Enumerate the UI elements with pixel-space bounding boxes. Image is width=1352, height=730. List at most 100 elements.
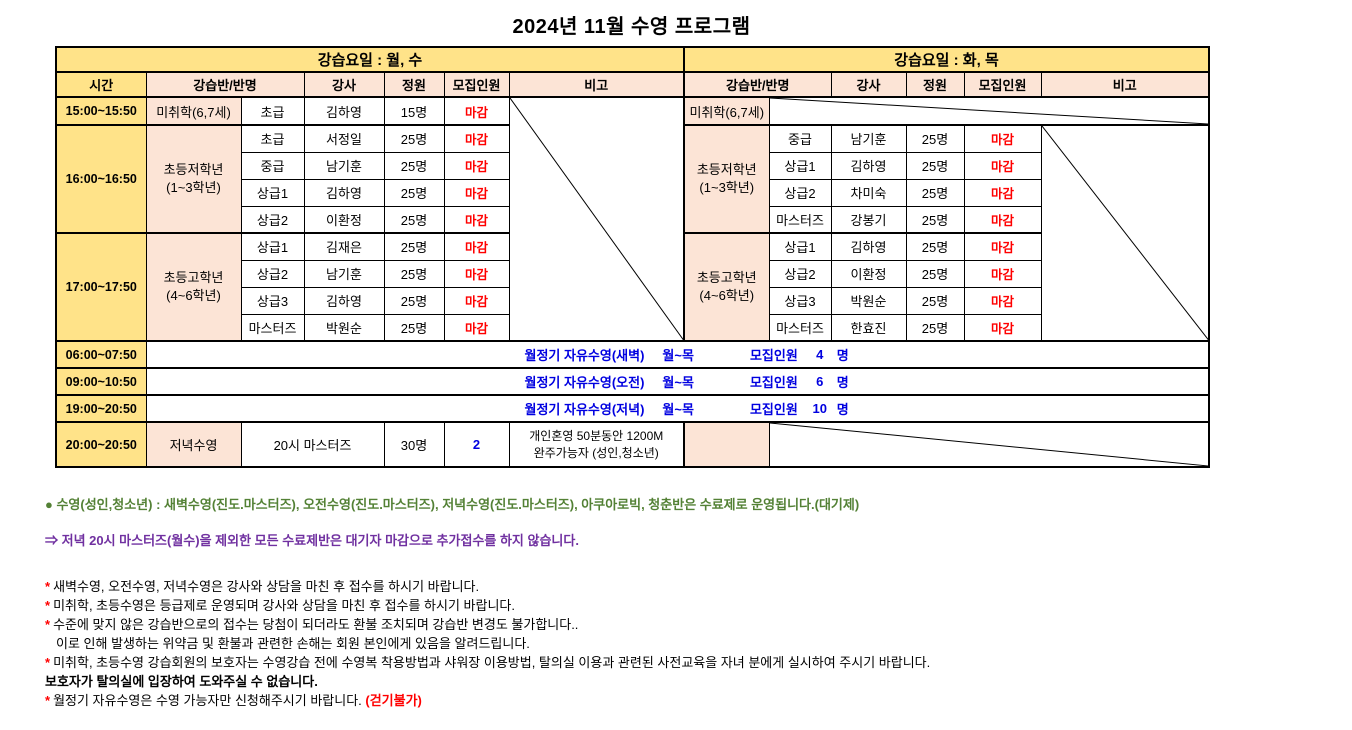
instructor-cell: 남기훈 [830, 124, 907, 153]
free-swim-cell: 월정기 자유수영(저녁) 월~목 모집인원 10 명 [145, 394, 1210, 423]
recruit-status-cell: 마감 [443, 205, 510, 234]
asterisk: * [45, 598, 51, 613]
page-title: 2024년 11월 수영 프로그램 [512, 16, 751, 38]
note-text: 이로 인해 발생하는 위약금 및 환불과 관련한 손해는 회원 본인에게 있음을… [56, 636, 530, 651]
level-cell: 상급1 [768, 151, 832, 180]
table-row: 중급 남기훈 25명 마감 상급1 김하영 25명 마감 [56, 151, 1209, 180]
instructor-cell: 김하영 [830, 151, 907, 180]
diagonal-line-icon [770, 423, 1209, 466]
diagonal-line-icon [770, 98, 1209, 124]
instructor-cell: 박원순 [303, 313, 385, 342]
note-text: 보호자가 탈의실에 입장하여 도와주실 수 없습니다. [45, 674, 318, 689]
group-cell: 초등고학년 (4~6학년) [145, 232, 242, 342]
col-note-right: 비고 [1040, 71, 1210, 98]
level-cell: 중급 [768, 124, 832, 153]
col-capacity-right: 정원 [905, 71, 965, 98]
table-row: 마스터즈 박원순 25명 마감 마스터즈 한효진 25명 마감 [56, 313, 1209, 342]
note-cell: 개인혼영 50분동안 1200M 완주가능자 (성인,청소년) [508, 421, 685, 468]
free-swim-label: 월정기 자유수영(새벽) [524, 348, 645, 363]
note-text: 미취학, 초등수영은 등급제로 운영되며 강사와 상담을 마친 후 접수를 하시… [53, 598, 516, 613]
capacity-cell: 25명 [905, 313, 965, 342]
note-line: 이로 인해 발생하는 위약금 및 환불과 관련한 손해는 회원 본인에게 있음을… [45, 634, 1352, 653]
level-cell: 상급3 [768, 286, 832, 315]
capacity-cell: 25명 [383, 286, 445, 315]
note-line: * 수준에 맞지 않은 강습반으로의 접수는 당첨이 되더라도 환불 조치되며 강… [45, 615, 1352, 634]
note-line: * 미취학, 초등수영은 등급제로 운영되며 강사와 상담을 마친 후 접수를 하… [45, 596, 1352, 615]
free-swim-count: 10 [812, 401, 828, 416]
free-swim-days: 월~목 [662, 402, 694, 417]
instructor-cell: 김하영 [830, 232, 907, 261]
capacity-cell: 25명 [905, 178, 965, 207]
section-header-row: 강습요일 : 월, 수 강습요일 : 화, 목 [55, 46, 1210, 73]
recruit-status-cell: 마감 [443, 313, 510, 342]
free-swim-cell: 월정기 자유수영(오전) 월~목 모집인원 6 명 [145, 367, 1210, 396]
free-swim-recruit-label: 모집인원 [749, 402, 798, 417]
instructor-cell: 강봉기 [830, 205, 907, 234]
instructor-cell: 서정일 [303, 124, 385, 153]
instructor-cell: 남기훈 [303, 259, 385, 288]
capacity-cell: 25명 [383, 205, 445, 234]
level-cell: 상급2 [768, 178, 832, 207]
asterisk: * [45, 617, 51, 632]
preschool-row: 15:00~15:50 미취학(6,7세) 초급 김하영 15명 마감 미취학(… [55, 96, 1210, 342]
instructor-cell: 김재은 [303, 232, 385, 261]
free-swim-days: 월~목 [662, 375, 694, 390]
table-row: 상급3 김하영 25명 마감 상급3 박원순 25명 마감 [56, 286, 1209, 315]
note-line: * 새벽수영, 오전수영, 저녁수영은 강사와 상담을 마친 후 접수를 하시기 … [45, 577, 1352, 596]
col-capacity-left: 정원 [383, 71, 445, 98]
recruit-status-cell: 마감 [443, 151, 510, 180]
free-swim-unit: 명 [836, 402, 849, 417]
capacity-cell: 25명 [905, 286, 965, 315]
right-note-strike-cell [1040, 124, 1210, 342]
instructor-cell: 이환정 [830, 259, 907, 288]
level-cell: 상급3 [240, 286, 305, 315]
note-text: 미취학, 초등수영 강습회원의 보호자는 수영강습 전에 수영복 착용방법과 샤… [53, 655, 931, 670]
group-cell: 초등저학년 (1~3학년) [145, 124, 242, 234]
col-instructor-left: 강사 [303, 71, 385, 98]
recruit-status-cell: 마감 [963, 205, 1042, 234]
recruit-status-cell: 마감 [443, 96, 510, 126]
notes-section: ● 수영(성인,청소년) : 새벽수영(진도.마스터즈), 오전수영(진도.마스… [45, 494, 1352, 710]
col-recruit-right: 모집인원 [963, 71, 1042, 98]
col-class-right: 강습반/반명 [683, 71, 832, 98]
group-cell: 초등고학년 (4~6학년) [683, 232, 770, 342]
capacity-cell: 25명 [383, 259, 445, 288]
level-cell: 초급 [240, 124, 305, 153]
recruit-status-cell: 마감 [963, 313, 1042, 342]
asterisk: * [45, 579, 51, 594]
note-green: ● 수영(성인,청소년) : 새벽수영(진도.마스터즈), 오전수영(진도.마스… [45, 497, 860, 512]
time-cell: 20:00~20:50 [55, 421, 147, 468]
recruit-status-cell: 마감 [963, 178, 1042, 207]
capacity-cell: 25명 [383, 178, 445, 207]
recruit-status-cell: 마감 [963, 232, 1042, 261]
time-cell: 17:00~17:50 [55, 232, 147, 342]
instructor-cell: 차미숙 [830, 178, 907, 207]
group-cell [683, 421, 770, 468]
level-cell: 마스터즈 [240, 313, 305, 342]
level-cell: 상급2 [240, 259, 305, 288]
recruit-status-cell: 마감 [963, 151, 1042, 180]
group-cell: 초등저학년 (1~3학년) [683, 124, 770, 234]
instructor-cell: 김하영 [303, 178, 385, 207]
table-row: 상급2 이환정 25명 마감 마스터즈 강봉기 25명 마감 [56, 205, 1209, 234]
column-header-row: 시간 강습반/반명 강사 정원 모집인원 비고 강습반/반명 강사 정원 모집인… [55, 71, 1210, 98]
free-swim-cell: 월정기 자유수영(새벽) 월~목 모집인원 4 명 [145, 340, 1210, 369]
instructor-cell: 남기훈 [303, 151, 385, 180]
capacity-cell: 30명 [383, 421, 445, 468]
right-preschool-strike-cell [768, 96, 1210, 126]
level-cell: 상급2 [240, 205, 305, 234]
capacity-cell: 25명 [905, 259, 965, 288]
note-text: 월정기 자유수영은 수영 가능자만 신청해주시기 바랍니다. [53, 693, 366, 708]
note-purple: ⇒ 저녁 20시 마스터즈(월수)을 제외한 모든 수료제반은 대기자 마감으로… [45, 533, 579, 548]
table-row: 상급2 남기훈 25명 마감 상급2 이환정 25명 마감 [56, 259, 1209, 288]
instructor-cell: 이환정 [303, 205, 385, 234]
free-swim-unit: 명 [836, 375, 849, 390]
group-cell: 미취학(6,7세) [145, 96, 242, 126]
note-line: * 월정기 자유수영은 수영 가능자만 신청해주시기 바랍니다. (걷기불가) [45, 691, 1352, 710]
recruit-status-cell: 마감 [443, 232, 510, 261]
time-cell: 19:00~20:50 [55, 394, 147, 423]
group-cell: 미취학(6,7세) [683, 96, 770, 126]
time-cell: 09:00~10:50 [55, 367, 147, 396]
free-swim-count: 6 [816, 374, 824, 389]
schedule-table: 강습요일 : 월, 수 강습요일 : 화, 목 시간 강습반/반명 강사 정원 … [55, 46, 1211, 468]
